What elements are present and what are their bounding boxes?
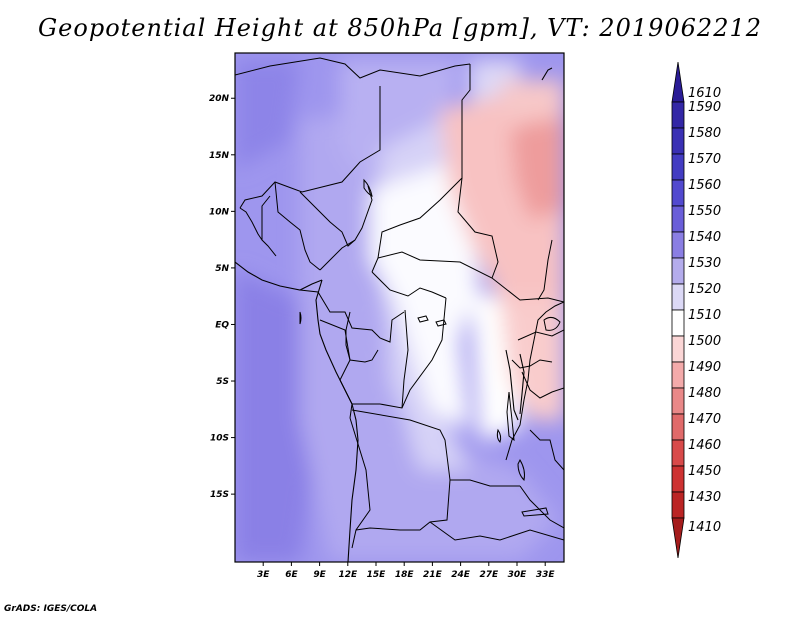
colorbar-label-1580: 1580 <box>688 126 721 141</box>
colorbar-label-1510: 1510 <box>688 308 721 323</box>
lon-label-27e: 27E <box>479 570 499 580</box>
lat-label-5n: 5N <box>215 264 229 274</box>
lakes <box>299 178 561 517</box>
lon-label-18e: 18E <box>395 570 415 580</box>
colorbar-swatch-1410 <box>671 517 685 559</box>
colorbar-swatch-1590 <box>671 101 685 129</box>
colorbar-swatch-1500 <box>671 335 685 363</box>
lat-label-5s: 5S <box>216 377 229 387</box>
grads-credit: GrADS: IGES/COLA <box>4 604 98 614</box>
colorbar-swatch-1540 <box>671 231 685 259</box>
colorbar-label-1460: 1460 <box>688 438 721 453</box>
colorbar-swatch-1610 <box>671 61 685 103</box>
lon-label-30e: 30E <box>508 570 528 580</box>
lon-label-3e: 3E <box>257 570 270 580</box>
colorbar-swatch-1510 <box>671 309 685 337</box>
lon-label-33e: 33E <box>536 570 556 580</box>
colorbar-label-1570: 1570 <box>688 152 721 167</box>
lat-label-20n: 20N <box>209 94 230 104</box>
geopotential-field <box>235 53 564 562</box>
coastline <box>235 67 553 562</box>
colorbar-swatch-1530 <box>671 257 685 285</box>
colorbar-label-1430: 1430 <box>688 490 721 505</box>
colorbar-swatch-1460 <box>671 439 685 467</box>
colorbar-label-1520: 1520 <box>688 282 721 297</box>
colorbar-label-1550: 1550 <box>688 204 721 219</box>
colorbar-label-1470: 1470 <box>688 412 721 427</box>
lon-label-12e: 12E <box>338 570 358 580</box>
colorbar-label-1410: 1410 <box>688 520 721 535</box>
colorbar-swatch-1450 <box>671 465 685 493</box>
colorbar-label-1500: 1500 <box>688 334 721 349</box>
colorbar-swatch-1550 <box>671 205 685 233</box>
colorbar-label-1530: 1530 <box>688 256 721 271</box>
colorbar-label-1450: 1450 <box>688 464 721 479</box>
colorbar-swatch-1560 <box>671 179 685 207</box>
lon-label-21e: 21E <box>423 570 443 580</box>
lon-label-24e: 24E <box>451 570 471 580</box>
colorbar-swatch-1490 <box>671 361 685 389</box>
colorbar-swatch-1430 <box>671 491 685 519</box>
colorbar-swatch-1480 <box>671 387 685 415</box>
lon-label-6e: 6E <box>285 570 298 580</box>
lon-label-9e: 9E <box>313 570 326 580</box>
colorbar-label-1490: 1490 <box>688 360 721 375</box>
longitude-axis: 3E 6E 9E 12E 15E 18E 21E 24E 27E 30E 33E <box>257 562 555 580</box>
lat-label-15n: 15N <box>209 151 230 161</box>
colorbar-label-1560: 1560 <box>688 178 721 193</box>
colorbar-label-1540: 1540 <box>688 230 721 245</box>
colorbar-label-1610: 1610 <box>688 86 721 101</box>
map-frame <box>234 52 565 563</box>
colorbar-swatch-1520 <box>671 283 685 311</box>
lat-label-eq: EQ <box>215 320 229 330</box>
colorbar-swatch-1570 <box>671 153 685 181</box>
country-borders <box>235 57 564 549</box>
latitude-axis: 20N 15N 10N 5N EQ 5S 10S 15S <box>209 94 235 500</box>
chart-title: Geopotential Height at 850hPa [gpm], VT:… <box>38 14 762 42</box>
lat-label-10n: 10N <box>209 207 230 217</box>
colorbar-label-1590: 1590 <box>688 100 721 115</box>
lon-label-15e: 15E <box>367 570 387 580</box>
colorbar-swatch-1580 <box>671 127 685 155</box>
colorbar-label-1480: 1480 <box>688 386 721 401</box>
lat-label-15s: 15S <box>210 490 229 500</box>
lat-label-10s: 10S <box>210 434 229 444</box>
colorbar-swatch-1470 <box>671 413 685 441</box>
